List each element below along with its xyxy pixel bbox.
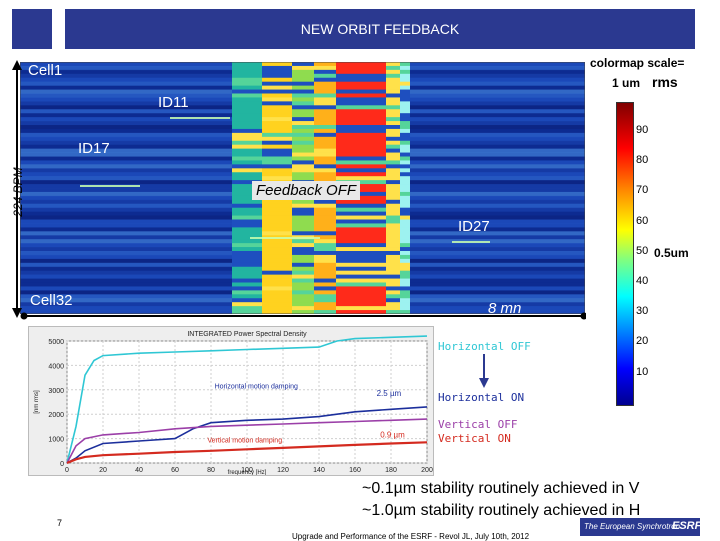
psd-xtick: 160	[349, 467, 361, 474]
bpm-axis-arrow	[12, 60, 22, 318]
bpm-axis-label: 224 BPM	[11, 167, 25, 217]
psd-xtick: 200	[421, 467, 433, 474]
legend-v-off: Vertical OFF	[438, 418, 518, 431]
psd-xtick: 80	[207, 467, 215, 474]
colorbar-title: colormap scale=	[590, 56, 685, 70]
psd-ytick: 5000	[48, 339, 64, 346]
colorbar-half-label: 0.5um	[654, 246, 689, 260]
psd-xtick: 100	[241, 467, 253, 474]
colorbar-unit: 1 um	[612, 76, 641, 90]
legend-h-on: Horizontal ON	[438, 391, 525, 404]
psd-xtick: 20	[99, 467, 107, 474]
psd-ytick: 1000	[48, 437, 64, 444]
psd-series-line	[66, 406, 428, 464]
psd-ylabel: [nm rms]	[34, 390, 40, 414]
id11-label: ID11	[158, 94, 189, 111]
psd-xtick: 180	[385, 467, 397, 474]
psd-series-line	[66, 335, 428, 464]
page-title: NEW ORBIT FEEDBACK	[65, 9, 695, 49]
psd-title: INTEGRATED Power Spectral Density	[187, 331, 307, 338]
psd-xlabel: frequency [Hz]	[228, 470, 267, 475]
colorbar-tick: 70	[636, 184, 649, 197]
colorbar-tick: 20	[636, 335, 649, 348]
psd-ytick: 0	[60, 461, 64, 468]
esrf-logo: ESRF	[672, 520, 702, 532]
h-value-label: 2.5 µm	[377, 389, 402, 398]
duration-label: 8 mn	[488, 300, 522, 317]
colorbar-tick: 30	[636, 305, 649, 318]
cell32-label: Cell32	[30, 292, 73, 309]
colorbar-tick: 40	[636, 275, 649, 287]
psd-chart-canvas: 5000 4000 3000 2000 1000 00 20 40 60 80 100 120 140 1…	[34, 331, 433, 476]
stability-line-h: ~1.0µm stability routinely achieved in H	[362, 502, 641, 519]
legend-arrow	[479, 354, 489, 388]
colorbar-tick: 50	[636, 244, 649, 257]
colorbar-rms: rms	[652, 74, 678, 90]
psd-ytick: 4000	[48, 363, 64, 370]
esrf-banner: The European Synchrotron ESRF	[580, 518, 702, 536]
colorbar-tick: 90	[636, 124, 649, 136]
psd-xtick: 140	[313, 467, 325, 474]
feedback-off-label: Feedback OFF	[252, 181, 361, 200]
time-axis-arrow	[20, 312, 588, 320]
psd-ytick: 2000	[48, 412, 64, 419]
footer-citation: Upgrade and Performance of the ESRF - Re…	[292, 532, 530, 541]
psd-xtick: 60	[171, 467, 179, 474]
id27-label: ID27	[458, 218, 490, 235]
psd-chart: 5000 4000 3000 2000 1000 0 0 20 40 60 80 100 120 140 1…	[28, 326, 434, 476]
legend-v-on: Vertical ON	[438, 432, 511, 445]
psd-ytick: 3000	[48, 388, 64, 395]
cell1-label: Cell1	[28, 62, 63, 79]
page-number: 7	[57, 518, 63, 528]
colorbar-panel: 90 80 70 60 50 40 30 20 10 0.5um	[586, 92, 704, 412]
h-damping-label: Horizontal motion damping	[215, 384, 298, 391]
header-square	[12, 9, 52, 49]
stability-line-v: ~0.1µm stability routinely achieved in V	[362, 480, 640, 497]
v-damping-label: Vertical motion damping	[207, 437, 282, 444]
colorbar-tick: 10	[636, 365, 649, 378]
id17-label: ID17	[78, 140, 110, 157]
colorbar-tick: 60	[636, 214, 649, 227]
psd-series-line	[66, 418, 428, 464]
psd-xtick: 40	[135, 467, 143, 474]
psd-xtick: 120	[277, 467, 289, 474]
v-value-label: 0.9 µm	[380, 430, 405, 439]
psd-series-line	[66, 441, 428, 465]
colorbar-gradient	[616, 102, 634, 406]
colorbar-tick: 80	[636, 154, 649, 167]
org-name: The European Synchrotron	[584, 522, 681, 531]
psd-xtick: 0	[65, 467, 69, 474]
legend-h-off: Horizontal OFF	[438, 340, 531, 353]
